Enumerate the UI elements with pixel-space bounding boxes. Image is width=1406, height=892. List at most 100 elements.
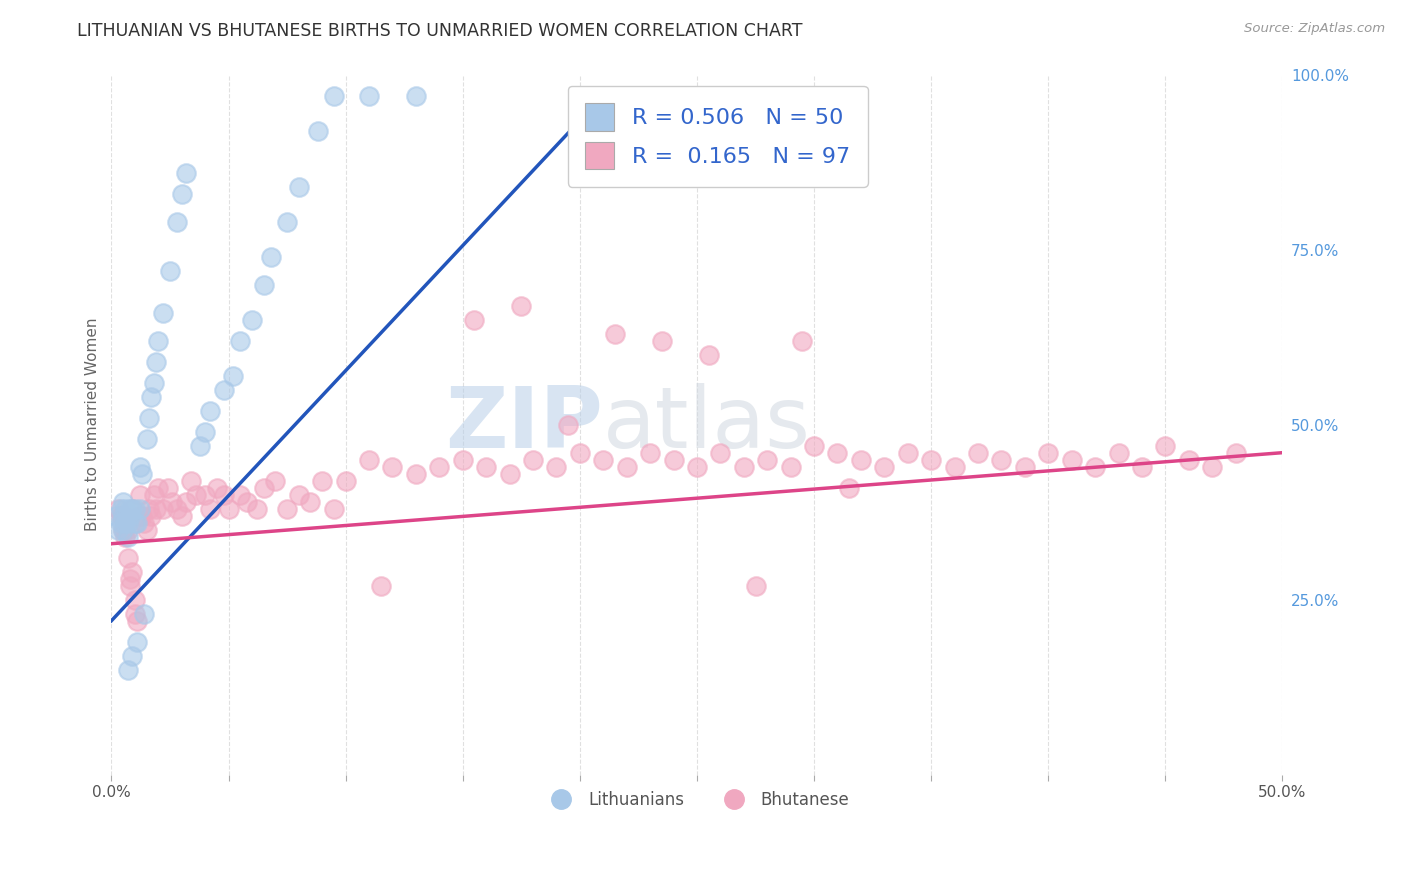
Point [162,494,184,508]
Point [114,523,136,537]
Point [117,523,139,537]
Point [135,432,157,446]
Point [121,501,143,516]
Point [1225,445,1247,459]
Point [475,459,498,474]
Point [148,481,170,495]
Point [1130,459,1153,474]
Point [127,614,149,628]
Point [276,501,298,516]
Point [427,459,450,474]
Point [110,516,132,530]
Point [236,494,259,508]
Point [112,494,135,508]
Point [990,452,1012,467]
Point [307,123,329,137]
Point [120,508,142,523]
Point [638,445,661,459]
Point [107,523,129,537]
Point [498,467,520,481]
Point [159,263,181,277]
Point [148,334,170,348]
Point [194,488,217,502]
Point [128,459,150,474]
Point [124,592,146,607]
Point [198,501,221,516]
Point [112,508,135,523]
Point [405,467,427,481]
Point [651,334,673,348]
Point [849,452,872,467]
Point [124,607,146,621]
Point [381,459,404,474]
Text: LITHUANIAN VS BHUTANESE BIRTHS TO UNMARRIED WOMEN CORRELATION CHART: LITHUANIAN VS BHUTANESE BIRTHS TO UNMARR… [77,22,803,40]
Point [1154,439,1177,453]
Point [124,516,146,530]
Point [121,501,143,516]
Point [120,572,142,586]
Point [260,250,283,264]
Point [756,452,779,467]
Point [138,410,160,425]
Point [205,481,228,495]
Point [107,501,129,516]
Point [662,452,685,467]
Point [145,354,167,368]
Point [1014,459,1036,474]
Point [128,501,150,516]
Point [253,481,276,495]
Point [803,439,825,453]
Point [141,508,163,523]
Point [180,474,202,488]
Point [152,305,174,319]
Point [114,501,136,516]
Point [253,277,276,292]
Point [120,579,142,593]
Point [792,334,814,348]
Point [176,165,198,179]
Point [873,459,896,474]
Point [222,368,245,383]
Point [967,445,990,459]
Point [357,452,380,467]
Point [112,523,135,537]
Point [1084,459,1107,474]
Point [194,425,217,439]
Point [1178,452,1201,467]
Point [218,501,240,516]
Point [592,452,614,467]
Point [357,88,380,103]
Point [370,579,392,593]
Point [322,501,344,516]
Point [1201,459,1223,474]
Point [110,501,132,516]
Text: Source: ZipAtlas.com: Source: ZipAtlas.com [1244,22,1385,36]
Point [152,501,174,516]
Point [134,516,156,530]
Point [212,383,235,397]
Point [288,179,311,194]
Point [405,88,427,103]
Point [112,523,135,537]
Point [166,501,188,516]
Point [288,488,311,502]
Point [246,501,269,516]
Point [120,501,142,516]
Point [117,663,139,677]
Point [190,439,212,453]
Point [121,648,143,663]
Point [686,459,709,474]
Point [156,481,179,495]
Point [170,508,193,523]
Point [299,494,322,508]
Point [135,523,157,537]
Point [451,452,474,467]
Point [184,488,207,502]
Legend: Lithuanians, Bhutanese: Lithuanians, Bhutanese [538,784,856,815]
Point [546,459,568,474]
Point [568,445,591,459]
Point [276,214,298,228]
Point [134,607,156,621]
Point [557,417,579,432]
Point [141,390,163,404]
